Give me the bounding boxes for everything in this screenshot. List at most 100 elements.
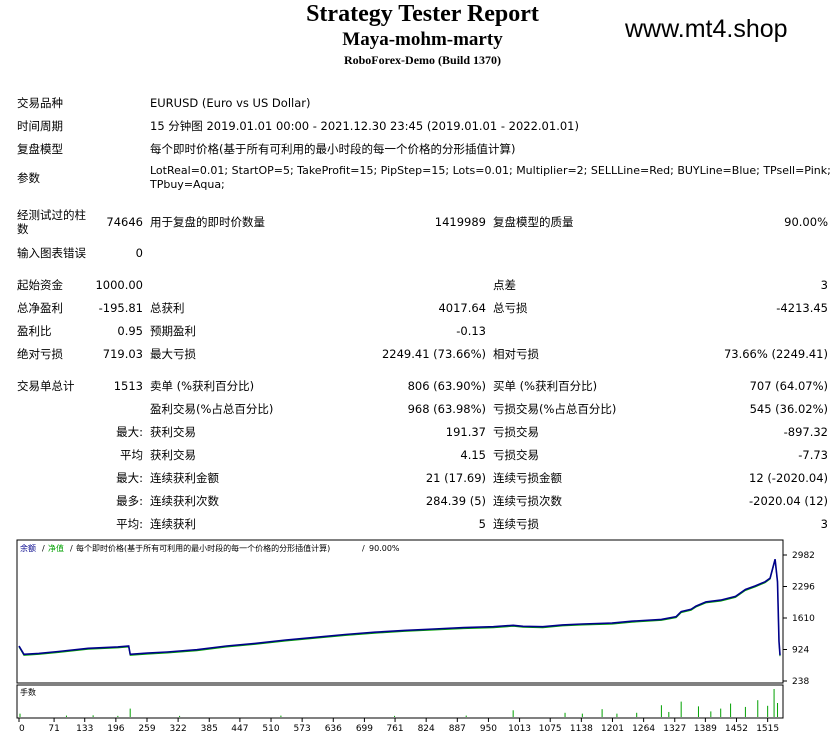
avg-consec-losses-value: 3	[820, 517, 828, 531]
max-drawdown-value: 2249.41 (73.66%)	[381, 347, 486, 361]
legend-quality: 90.00%	[369, 544, 400, 553]
average-loss-label: 亏损交易	[493, 448, 539, 462]
ea-name: Maya-mohm-marty	[342, 29, 503, 50]
largest-profit-label: 获利交易	[150, 425, 196, 439]
x-tick-label: 385	[201, 724, 218, 734]
avg-consec-wins-label: 连续获利	[150, 517, 196, 531]
x-tick-label: 133	[76, 724, 93, 734]
symbol-label: 交易品种	[17, 96, 63, 110]
spread-label: 点差	[493, 278, 516, 292]
x-tick-label: 510	[262, 724, 279, 734]
gross-loss-value: -4213.45	[776, 301, 828, 315]
report-title: Strategy Tester Report	[306, 1, 539, 27]
loss-trades-value: 545 (36.02%)	[749, 402, 828, 416]
chart-volume-frame	[16, 684, 784, 719]
x-tick-label: 1515	[756, 724, 779, 734]
maximal-loss-label: 连续亏损次数	[493, 494, 562, 508]
expected-payoff-value: -0.13	[456, 324, 486, 338]
legend-balance: 余额	[20, 543, 36, 553]
largest-profit-value: 191.37	[445, 425, 486, 439]
average-profit-label: 获利交易	[150, 448, 196, 462]
y-tick-label: 238	[792, 677, 809, 687]
params-line-1: LotReal=0.01; StartOP=5; TakeProfit=15; …	[150, 164, 831, 177]
model-value: 每个即时价格(基于所有可利用的最小时段的每一个价格的分形插值计算)	[150, 142, 516, 156]
long-positions-value: 707 (64.07%)	[749, 379, 828, 393]
loss-trades-label: 亏损交易(%占总百分比)	[493, 402, 617, 416]
legend-sep-2: /	[70, 544, 73, 553]
x-tick-label: 1389	[694, 724, 717, 734]
x-tick-label: 1013	[508, 724, 531, 734]
avg-consec-losses-label: 连续亏损	[493, 517, 539, 531]
quality-label: 复盘模型的质量	[493, 215, 574, 229]
max-drawdown-label: 最大亏损	[150, 347, 196, 361]
y-tick-label: 2982	[792, 551, 815, 561]
chart-main-frame	[16, 539, 784, 684]
x-tick-label: 1327	[663, 724, 686, 734]
average-loss-value: -7.73	[798, 448, 828, 462]
maximal-label: 最多:	[116, 494, 143, 508]
average-profit-value: 4.15	[460, 448, 486, 462]
x-tick-label: 761	[386, 724, 403, 734]
period-value: 15 分钟图 2019.01.01 00:00 - 2021.12.30 23:…	[150, 119, 579, 133]
net-profit-value: -195.81	[98, 301, 143, 315]
rel-drawdown-value: 73.66% (2249.41)	[723, 347, 828, 361]
max-consec-wins-label: 连续获利金额	[150, 471, 219, 485]
bars-label-1: 经测试过的柱	[17, 208, 86, 222]
legend-sep-1: /	[42, 544, 45, 553]
x-tick-label: 1075	[539, 724, 562, 734]
ticks-label: 用于复盘的即时价数量	[150, 215, 265, 229]
volume-label: 手数	[20, 687, 36, 697]
ticks-value: 1419989	[434, 215, 486, 229]
balance-line	[18, 558, 781, 656]
avg-consec-wins-value: 5	[478, 517, 486, 531]
x-tick-label: 1201	[601, 724, 624, 734]
expected-payoff-label: 预期盈利	[150, 324, 196, 338]
equity-line	[18, 560, 781, 657]
params-label: 参数	[17, 171, 40, 185]
y-tick-label: 1610	[792, 614, 815, 624]
x-tick-label: 71	[48, 724, 59, 734]
gross-profit-value: 4017.64	[438, 301, 486, 315]
x-tick-label: 0	[19, 724, 25, 734]
bars-value: 74646	[106, 215, 143, 229]
x-tick-label: 1138	[570, 724, 593, 734]
legend-equity: 净值	[48, 543, 64, 553]
maximal-loss-value: -2020.04 (12)	[749, 494, 828, 508]
profit-trades-label: 盈利交易(%占总百分比)	[150, 402, 274, 416]
net-profit-label: 总净盈利	[17, 301, 63, 315]
y-tick-label: 924	[792, 646, 809, 656]
gross-loss-label: 总亏损	[493, 301, 528, 315]
largest-loss-label: 亏损交易	[493, 425, 539, 439]
mismatch-label: 输入图表错误	[17, 246, 86, 260]
model-label: 复盘模型	[17, 142, 63, 156]
bars-label-2: 数	[17, 222, 29, 236]
largest-loss-value: -897.32	[783, 425, 828, 439]
largest-label: 最大:	[116, 425, 143, 439]
short-positions-label: 卖单 (%获利百分比)	[150, 379, 255, 393]
server-build: RoboForex-Demo (Build 1370)	[343, 53, 502, 67]
x-tick-label: 573	[294, 724, 311, 734]
profit-trades-value: 968 (63.98%)	[407, 402, 486, 416]
maximal-profit-label: 连续获利次数	[150, 494, 219, 508]
abs-drawdown-value: 719.03	[102, 347, 143, 361]
max-consec-losses-label: 连续亏损金额	[493, 471, 562, 485]
maximal-profit-value: 284.39 (5)	[425, 494, 486, 508]
legend-model: 每个即时价格(基于所有可利用的最小时段的每一个价格的分形插值计算)	[76, 543, 330, 553]
params-line-2: TPbuy=Aqua;	[150, 178, 225, 191]
avg-consec-label: 平均:	[116, 517, 143, 531]
average-label: 平均	[120, 448, 143, 462]
x-tick-label: 1264	[632, 724, 655, 734]
x-tick-label: 887	[449, 724, 466, 734]
x-tick-label: 196	[107, 724, 124, 734]
x-tick-label: 950	[480, 724, 497, 734]
max-consec-losses-value: 12 (-2020.04)	[749, 471, 828, 485]
site-watermark: www.mt4.shop	[625, 15, 788, 43]
total-trades-label: 交易单总计	[17, 379, 75, 393]
long-positions-label: 买单 (%获利百分比)	[493, 379, 598, 393]
max-consec-wins-value: 21 (17.69)	[425, 471, 486, 485]
x-tick-label: 259	[138, 724, 155, 734]
abs-drawdown-label: 绝对亏损	[17, 347, 63, 361]
legend-sep-3: /	[362, 544, 365, 553]
x-tick-label: 824	[418, 724, 435, 734]
